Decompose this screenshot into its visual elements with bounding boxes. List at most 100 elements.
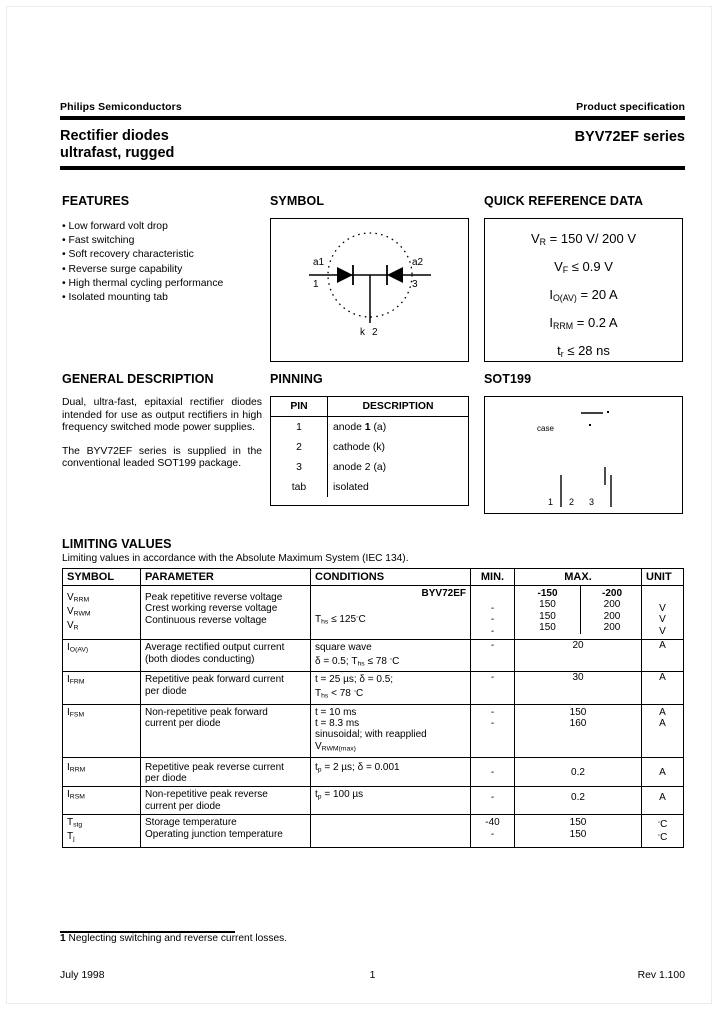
svg-text:a1: a1 bbox=[313, 257, 325, 268]
header-rule-bottom bbox=[60, 166, 685, 170]
page-title-line2: ultrafast, rugged bbox=[60, 145, 175, 162]
cell-conditions bbox=[310, 814, 471, 849]
cell-min: - - bbox=[470, 703, 515, 758]
col-min: MIN. bbox=[470, 568, 515, 586]
feature-item: • Reverse surge capability bbox=[62, 263, 183, 275]
limiting-values-table: SYMBOL PARAMETER CONDITIONS MIN. MAX. UN… bbox=[62, 568, 684, 849]
cell-max: 30 bbox=[514, 671, 642, 705]
features-heading: FEATURES bbox=[62, 194, 130, 208]
title-block: Rectifier diodes ultrafast, rugged BYV72… bbox=[60, 128, 685, 162]
package-heading: SOT199 bbox=[484, 372, 532, 386]
pin-description: cathode (k) bbox=[333, 442, 385, 453]
cell-conditions: square wave δ = 0.5; Ths ≤ 78 ◦C bbox=[310, 639, 471, 673]
header-rule-top bbox=[60, 116, 685, 120]
pin-number: tab bbox=[271, 477, 328, 497]
cell-unit: A bbox=[641, 639, 684, 673]
general-description-heading: GENERAL DESCRIPTION bbox=[62, 372, 214, 386]
general-description-paragraph: Dual, ultra-fast, epitaxial rectifier di… bbox=[62, 397, 262, 434]
cell-parameter: Peak repetitive reverse voltage Crest wo… bbox=[140, 584, 311, 641]
cell-unit: A bbox=[641, 671, 684, 705]
svg-text:1: 1 bbox=[313, 279, 319, 290]
cell-min: - bbox=[470, 786, 515, 816]
cell-parameter: Storage temperature Operating junction t… bbox=[140, 814, 311, 849]
cell-symbol: IO(AV) bbox=[62, 639, 141, 673]
document-type: Product specification bbox=[576, 101, 685, 113]
svg-text:2: 2 bbox=[372, 327, 378, 338]
general-description-paragraph: The BYV72EF series is supplied in the co… bbox=[62, 445, 262, 470]
table-row: 3 anode 2 (a) bbox=[271, 457, 468, 477]
qrd-row: VF ≤ 0.9 V bbox=[554, 259, 613, 275]
page-title-line1: Rectifier diodes bbox=[60, 128, 169, 144]
cell-parameter: Average rectified output current (both d… bbox=[140, 639, 311, 673]
sot199-outline-svg: case 1 2 3 bbox=[537, 411, 612, 507]
features-section: FEATURES • Low forward volt drop • Fast … bbox=[62, 194, 262, 305]
limiting-values-subheading: Limiting values in accordance with the A… bbox=[62, 553, 409, 564]
cell-min: -40 - bbox=[470, 814, 515, 849]
svg-text:a2: a2 bbox=[412, 257, 424, 268]
table-row: tab isolated bbox=[271, 477, 468, 497]
case-label: case bbox=[537, 424, 554, 433]
pin-description: isolated bbox=[333, 482, 369, 493]
cell-parameter: Non-repetitive peak forward current per … bbox=[140, 703, 311, 758]
limiting-values-section: LIMITING VALUES Limiting values in accor… bbox=[62, 537, 684, 849]
variant-header-150: -150 bbox=[515, 586, 581, 600]
pin-description: anode 1 (a) bbox=[333, 422, 387, 433]
table-header-row: SYMBOL PARAMETER CONDITIONS MIN. MAX. UN… bbox=[62, 568, 684, 586]
cell-symbol: IFSM bbox=[62, 703, 141, 758]
cell-max: -150 -200 150 200 150 200 150 200 bbox=[514, 584, 642, 641]
cell-min: - bbox=[470, 671, 515, 705]
table-row: IFSM Non-repetitive peak forward current… bbox=[62, 703, 684, 758]
quick-reference-box: VR = 150 V/ 200 V VF ≤ 0.9 V IO(AV) = 20… bbox=[484, 218, 683, 362]
pinning-section: PINNING PIN DESCRIPTION 1 anode 1 (a) 2 … bbox=[270, 372, 469, 506]
table-row: Tstg Tj Storage temperature Operating jun… bbox=[62, 814, 684, 849]
footnote-rule bbox=[60, 931, 235, 934]
col-symbol: SYMBOL bbox=[62, 568, 141, 586]
feature-item: • Isolated mounting tab bbox=[62, 292, 168, 304]
package-section: SOT199 case 1 2 3 bbox=[484, 372, 683, 514]
pinning-heading: PINNING bbox=[270, 372, 323, 386]
pinning-table-header: PIN DESCRIPTION bbox=[271, 397, 468, 417]
cell-min: - - - bbox=[470, 584, 515, 641]
footer-date: July 1998 bbox=[60, 970, 105, 981]
cell-min: - bbox=[470, 639, 515, 673]
pinning-col-description: DESCRIPTION bbox=[362, 401, 434, 412]
table-row: IO(AV) Average rectified output current … bbox=[62, 639, 684, 673]
cell-parameter: Non-repetitive peak reverse current per … bbox=[140, 786, 311, 816]
cell-max: 150 160 bbox=[514, 703, 642, 758]
table-row: IRSM Non-repetitive peak reverse current… bbox=[62, 786, 684, 816]
cell-parameter: Repetitive peak reverse current per diod… bbox=[140, 756, 311, 788]
table-row: VRRM VRWM VR Peak repetitive reverse volta… bbox=[62, 584, 684, 641]
cell-unit: V V V bbox=[641, 584, 684, 641]
features-list: • Low forward volt drop • Fast switching… bbox=[62, 220, 262, 305]
pinning-col-pin: PIN bbox=[271, 397, 328, 416]
cell-parameter: Repetitive peak forward current per diod… bbox=[140, 671, 311, 705]
symbol-diagram: a1 1 a2 3 k 2 bbox=[270, 218, 469, 362]
pinning-table: PIN DESCRIPTION 1 anode 1 (a) 2 cathode … bbox=[270, 396, 469, 506]
cell-symbol: IRSM bbox=[62, 786, 141, 816]
diode-symbol-svg: a1 1 a2 3 k 2 bbox=[309, 232, 431, 338]
footnote: 1 Neglecting switching and reverse curre… bbox=[60, 933, 287, 944]
limiting-values-heading: LIMITING VALUES bbox=[62, 537, 172, 551]
feature-item: • High thermal cycling performance bbox=[62, 277, 224, 289]
qrd-row: IRRM = 0.2 A bbox=[549, 315, 618, 331]
svg-text:1: 1 bbox=[548, 497, 553, 507]
cell-max: 150 150 bbox=[514, 814, 642, 849]
cell-conditions: t = 10 ms t = 8.3 ms sinusoidal; with re… bbox=[310, 703, 471, 758]
feature-item: • Soft recovery characteristic bbox=[62, 249, 194, 261]
col-conditions: CONDITIONS bbox=[310, 568, 471, 586]
cell-symbol: IFRM bbox=[62, 671, 141, 705]
table-row: IFRM Repetitive peak forward current per… bbox=[62, 671, 684, 705]
cell-unit: ◦C ◦C bbox=[641, 814, 684, 849]
cell-symbol: VRRM VRWM VR bbox=[62, 584, 141, 641]
cell-symbol: IRRM bbox=[62, 756, 141, 788]
page-border bbox=[6, 6, 712, 1004]
symbol-section: SYMBOL a1 1 a2 3 k 2 bbox=[270, 194, 469, 362]
footnote-marker: 1 bbox=[60, 933, 66, 944]
cell-conditions: t = 25 µs; δ = 0.5; Ths < 78 ◦C bbox=[310, 671, 471, 705]
footer-revision: Rev 1.100 bbox=[637, 970, 685, 981]
svg-text:k: k bbox=[360, 327, 366, 338]
cell-max: 20 bbox=[514, 639, 642, 673]
pin-number: 2 bbox=[271, 437, 328, 457]
cell-unit: A A bbox=[641, 703, 684, 758]
page-title: Rectifier diodes ultrafast, rugged bbox=[60, 128, 174, 162]
